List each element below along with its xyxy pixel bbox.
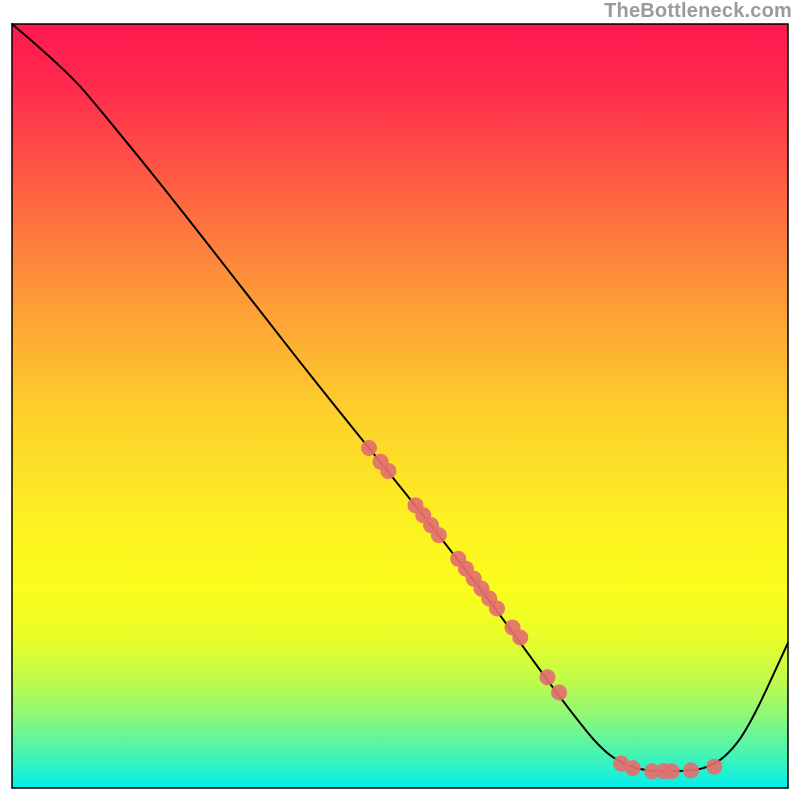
- data-marker: [551, 685, 567, 701]
- data-marker: [683, 762, 699, 778]
- data-marker: [489, 600, 505, 616]
- data-marker: [512, 629, 528, 645]
- data-marker: [706, 759, 722, 775]
- chart-container: TheBottleneck.com: [0, 0, 800, 800]
- data-marker: [539, 669, 555, 685]
- bottleneck-chart: [0, 0, 800, 800]
- data-marker: [380, 463, 396, 479]
- chart-background: [12, 24, 788, 788]
- data-marker: [625, 760, 641, 776]
- data-marker: [664, 763, 680, 779]
- data-marker: [431, 527, 447, 543]
- data-marker: [361, 440, 377, 456]
- watermark-text: TheBottleneck.com: [604, 0, 792, 23]
